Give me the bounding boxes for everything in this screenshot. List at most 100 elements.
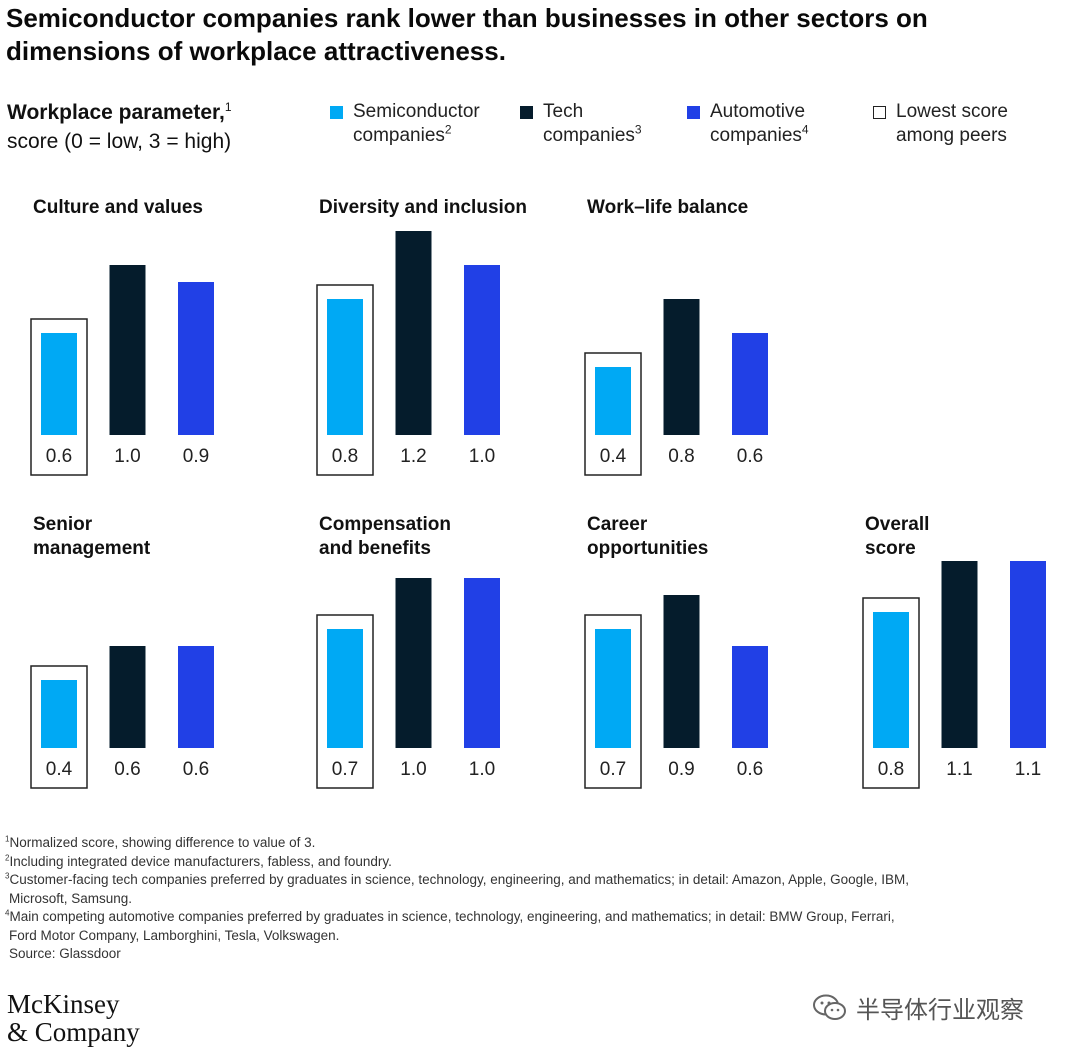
legend-swatch-automotive bbox=[687, 106, 700, 119]
wechat-icon bbox=[813, 994, 846, 1020]
bar-automotive bbox=[732, 333, 768, 435]
value-label: 1.0 bbox=[400, 759, 426, 780]
bar-automotive bbox=[464, 265, 500, 435]
value-label: 1.1 bbox=[1015, 759, 1041, 780]
source-note: Source: Glassdoor bbox=[9, 946, 121, 961]
lowest-score-box bbox=[316, 614, 374, 789]
value-label: 1.2 bbox=[400, 446, 426, 467]
chart-panel: Diversity and inclusion 0.8 1.2 1.0 bbox=[316, 197, 527, 476]
legend-swatch-tech bbox=[520, 106, 533, 119]
value-label: 0.4 bbox=[46, 759, 73, 780]
value-label: 1.0 bbox=[469, 446, 495, 467]
watermark: 半导体行业观察 bbox=[812, 990, 1024, 1025]
bar-tech bbox=[395, 578, 432, 748]
value-label: 1.1 bbox=[946, 759, 972, 780]
legend-label: Semiconductor bbox=[353, 101, 480, 122]
legend-item-lowest: Lowest score among peers bbox=[873, 100, 1008, 148]
value-label: 0.9 bbox=[668, 759, 694, 780]
value-label: 0.8 bbox=[668, 446, 694, 467]
footnote-1: 1Normalized score, showing difference to… bbox=[5, 834, 316, 850]
value-label: 0.7 bbox=[600, 759, 626, 780]
panel-title: opportunities bbox=[587, 538, 708, 559]
bar-semiconductor bbox=[41, 680, 77, 748]
value-label: 0.6 bbox=[737, 759, 763, 780]
panel-title: Career bbox=[587, 514, 648, 535]
legend-label: companies bbox=[543, 125, 635, 146]
axis-note-label: Workplace parameter, bbox=[7, 101, 225, 124]
legend-label: Tech bbox=[543, 101, 584, 122]
bar-tech bbox=[395, 231, 432, 435]
lowest-score-box bbox=[862, 597, 920, 789]
value-label: 0.9 bbox=[183, 446, 209, 467]
mckinsey-logo: McKinsey & Company bbox=[7, 989, 140, 1047]
bar-tech bbox=[663, 595, 700, 748]
legend-label: among peers bbox=[896, 125, 1007, 146]
panel-title: and benefits bbox=[319, 538, 431, 559]
legend-label: Automotive bbox=[710, 101, 806, 122]
bar-semiconductor bbox=[595, 629, 631, 748]
bar-tech bbox=[109, 265, 146, 435]
bar-tech bbox=[109, 646, 146, 748]
bar-semiconductor bbox=[595, 367, 631, 435]
panel-title: score bbox=[865, 538, 916, 559]
footnote-3: 3Customer-facing tech companies preferre… bbox=[5, 871, 909, 887]
watermark-text: 半导体行业观察 bbox=[856, 997, 1024, 1024]
panel-title: Compensation bbox=[319, 514, 451, 535]
value-label: 0.7 bbox=[332, 759, 358, 780]
chart-title: Semiconductor companies rank lower than … bbox=[6, 3, 928, 66]
legend-swatch-semiconductor bbox=[330, 106, 343, 119]
legend-item-automotive: Automotive companies4 bbox=[687, 100, 809, 148]
value-label: 0.8 bbox=[878, 759, 904, 780]
bar-automotive bbox=[1010, 561, 1046, 748]
chart-panel: Overall score 0.8 1.1 1.1 bbox=[862, 514, 1046, 789]
value-label: 0.4 bbox=[600, 446, 627, 467]
footnote-4-cont: Ford Motor Company, Lamborghini, Tesla, … bbox=[9, 927, 340, 943]
chart-panel: Career opportunities 0.7 0.9 0.6 bbox=[584, 514, 768, 789]
chart-panel: Compensation and benefits 0.7 1.0 1.0 bbox=[316, 514, 500, 789]
chart-panel: Senior management 0.4 0.6 0.6 bbox=[30, 514, 214, 789]
bar-automotive bbox=[178, 646, 214, 748]
bar-tech bbox=[941, 561, 978, 748]
lowest-score-box bbox=[584, 352, 642, 476]
legend-sup: 4 bbox=[801, 122, 809, 137]
panel-title: Diversity and inclusion bbox=[319, 197, 527, 218]
panel-title: Culture and values bbox=[33, 197, 203, 218]
value-label: 0.6 bbox=[46, 446, 72, 467]
lowest-score-box bbox=[316, 284, 374, 476]
legend-label: Lowest score bbox=[896, 101, 1008, 122]
panel-title: Overall bbox=[865, 514, 929, 535]
panel-title: Senior bbox=[33, 514, 93, 535]
panel-title: Work–life balance bbox=[587, 197, 748, 218]
legend-label: companies bbox=[353, 125, 445, 146]
legend-label: companies bbox=[710, 125, 802, 146]
legend-sup: 2 bbox=[444, 122, 452, 137]
axis-note: Workplace parameter,1 score (0 = low, 3 … bbox=[7, 98, 232, 156]
bar-automotive bbox=[464, 578, 500, 748]
axis-note-scale: score (0 = low, 3 = high) bbox=[7, 130, 232, 153]
bar-tech bbox=[663, 299, 700, 435]
footnote-3-cont: Microsoft, Samsung. bbox=[9, 890, 133, 906]
lowest-score-box bbox=[584, 614, 642, 789]
legend-swatch-lowest bbox=[873, 106, 886, 119]
legend-item-tech: Tech companies3 bbox=[520, 100, 642, 148]
legend-item-semiconductor: Semiconductor companies2 bbox=[330, 100, 480, 148]
bar-chart: Culture and values 0.6 1.0 0.9 Diversity and… bbox=[30, 197, 1046, 789]
bar-automotive bbox=[732, 646, 768, 748]
legend-sup: 3 bbox=[634, 122, 642, 137]
bar-semiconductor bbox=[41, 333, 77, 435]
lowest-score-box bbox=[30, 665, 88, 789]
value-label: 0.8 bbox=[332, 446, 358, 467]
footnote-2: 2Including integrated device manufacture… bbox=[5, 853, 392, 869]
axis-note-sup: 1 bbox=[224, 100, 232, 114]
footnote-4: 4Main competing automotive companies pre… bbox=[5, 908, 895, 924]
footnotes: 1Normalized score, showing difference to… bbox=[5, 834, 1065, 964]
bar-automotive bbox=[178, 282, 214, 435]
value-label: 1.0 bbox=[114, 446, 140, 467]
value-label: 0.6 bbox=[114, 759, 140, 780]
bar-semiconductor bbox=[873, 612, 909, 748]
bar-semiconductor bbox=[327, 299, 363, 435]
chart-panel: Culture and values 0.6 1.0 0.9 bbox=[30, 197, 214, 476]
value-label: 0.6 bbox=[183, 759, 209, 780]
value-label: 0.6 bbox=[737, 446, 763, 467]
bar-semiconductor bbox=[327, 629, 363, 748]
